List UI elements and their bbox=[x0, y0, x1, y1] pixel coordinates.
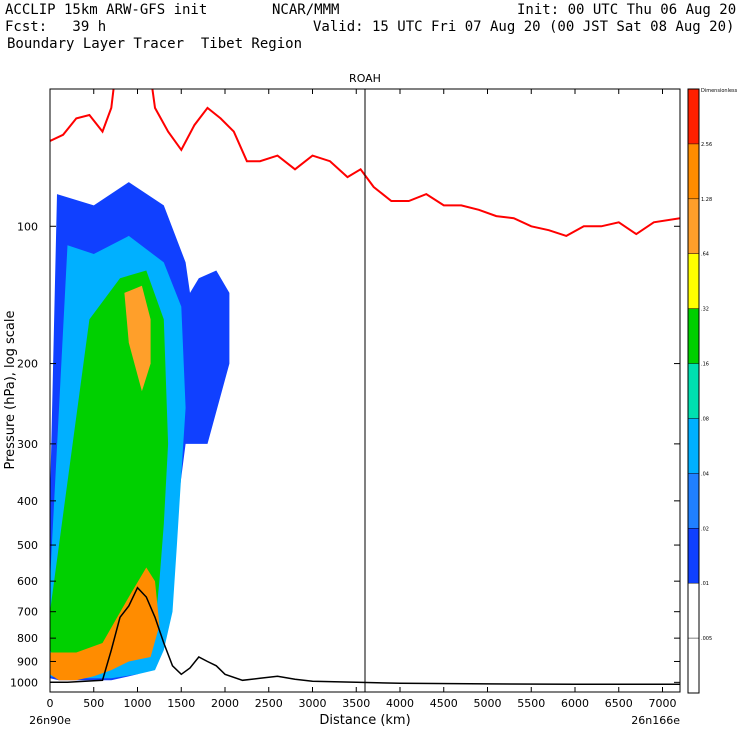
x-tick-label: 3000 bbox=[299, 697, 327, 710]
tracer-plume-1.28 bbox=[50, 567, 160, 681]
y-tick-label: 700 bbox=[17, 606, 38, 619]
colorbar-label: .04 bbox=[701, 471, 709, 477]
x-start-label: 26n90e bbox=[29, 714, 71, 727]
plot-area: 0 500 1000 1500 2000 2500 3000 3500 4000 4500 5000… bbox=[10, 88, 681, 710]
colorbar-swatch bbox=[688, 583, 699, 639]
colorbar-swatch bbox=[688, 198, 699, 254]
forecast-hour: Fcst: 39 h bbox=[5, 19, 106, 35]
x-tick-label: 500 bbox=[83, 697, 104, 710]
init-time: Init: 00 UTC Thu 06 Aug 20 bbox=[517, 2, 736, 18]
valid-time: Valid: 15 UTC Fri 07 Aug 20 (00 JST Sat … bbox=[313, 19, 734, 35]
y-tick-label: 100 bbox=[17, 220, 38, 233]
colorbar-label: .16 bbox=[701, 362, 709, 368]
y-tick-label: 1000 bbox=[10, 676, 38, 689]
y-tick-label: 500 bbox=[17, 539, 38, 552]
colorbar-label: .02 bbox=[701, 526, 709, 532]
colorbar-label: .32 bbox=[701, 307, 709, 313]
colorbar-swatch bbox=[688, 528, 699, 584]
y-tick-label: 300 bbox=[17, 438, 38, 451]
colorbar-swatch bbox=[688, 253, 699, 309]
y-axis-label: Pressure (hPa), log scale bbox=[3, 311, 18, 470]
colorbar-swatch bbox=[688, 89, 699, 144]
y-tick-label: 900 bbox=[17, 655, 38, 668]
tropopause-line bbox=[50, 89, 680, 237]
colorbar-swatch bbox=[688, 308, 699, 364]
x-tick-label: 6000 bbox=[561, 697, 589, 710]
terrain-line bbox=[50, 586, 680, 686]
x-tick-label: 6500 bbox=[605, 697, 633, 710]
y-tick-label: 600 bbox=[17, 575, 38, 588]
colorbar-label: .01 bbox=[701, 581, 709, 587]
y-tick-label: 400 bbox=[17, 495, 38, 508]
colorbar-label: 1.28 bbox=[701, 197, 712, 203]
colorbar-swatch bbox=[688, 363, 699, 419]
field-description: Boundary Layer Tracer Tibet Region bbox=[7, 36, 302, 52]
colorbar-label: .08 bbox=[701, 416, 709, 422]
plot-frame bbox=[49, 88, 681, 693]
x-tick-label: 2500 bbox=[255, 697, 283, 710]
x-tick-label: 5000 bbox=[474, 697, 502, 710]
colorbar-label: .005 bbox=[701, 636, 712, 642]
org-label: NCAR/MMM bbox=[272, 2, 339, 18]
x-tick-label: 4000 bbox=[386, 697, 414, 710]
colorbar-swatch bbox=[688, 143, 699, 199]
y-tick-label: 200 bbox=[17, 358, 38, 371]
colorbar-swatch bbox=[688, 418, 699, 474]
colorbar-label: 2.56 bbox=[701, 142, 712, 148]
x-tick-label: 1500 bbox=[167, 697, 195, 710]
x-axis-label: Distance (km) bbox=[319, 713, 410, 728]
chart-title: ROAH bbox=[349, 72, 381, 85]
x-tick-label: 2000 bbox=[211, 697, 239, 710]
x-tick-label: 7000 bbox=[649, 697, 677, 710]
x-end-label: 26n166e bbox=[631, 714, 680, 727]
tracer-plumes bbox=[50, 182, 230, 681]
model-title: ACCLIP 15km ARW-GFS init bbox=[5, 2, 207, 18]
y-tick-label: 800 bbox=[17, 632, 38, 645]
colorbar-swatch bbox=[688, 473, 699, 529]
colorbar-label: .64 bbox=[701, 252, 709, 258]
x-tick-label: 3500 bbox=[342, 697, 370, 710]
x-tick-label: 0 bbox=[47, 697, 54, 710]
colorbar: Dimensionless 2.56 1.28 .64 .32 .16 .08 .04 .02.… bbox=[687, 88, 738, 694]
colorbar-label: Dimensionless bbox=[701, 88, 738, 94]
x-tick-label: 5500 bbox=[517, 697, 545, 710]
x-tick-label: 1000 bbox=[124, 697, 152, 710]
x-tick-label: 4500 bbox=[430, 697, 458, 710]
colorbar-swatch bbox=[688, 638, 699, 693]
tracer-plume-.64 bbox=[124, 285, 151, 392]
colorbar-frame bbox=[687, 88, 700, 694]
